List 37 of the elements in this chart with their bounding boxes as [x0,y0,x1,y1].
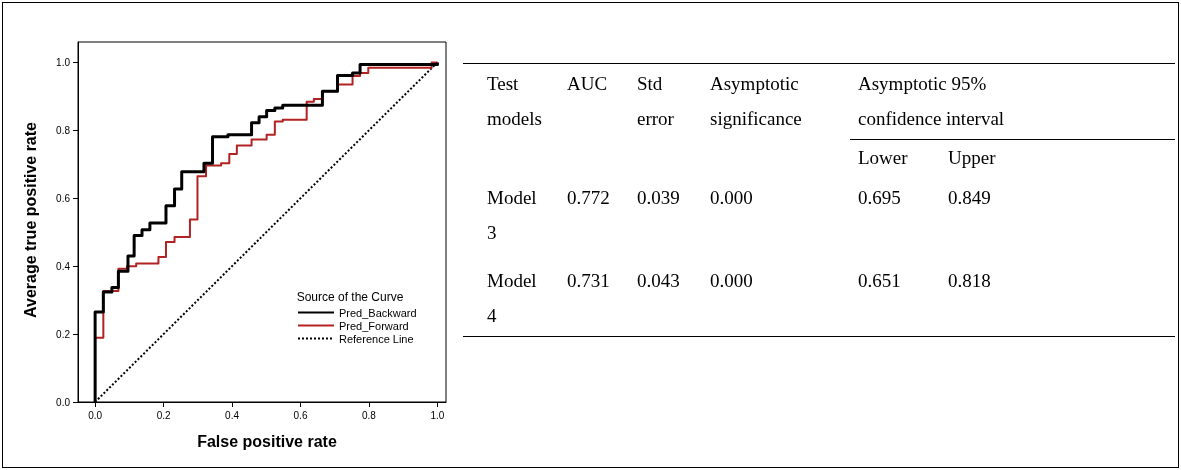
category-label: Lower [858,146,909,170]
category-label: Model 3 [487,187,537,243]
legend-label: Pred_Forward [339,319,409,332]
x-axis-title: False positive rate [197,432,337,450]
legend-label: Pred_Backward [339,306,417,319]
text: 0.000 [710,187,753,208]
text: 0.651 [858,270,901,291]
text: 0.043 [637,270,680,291]
y-tick-label: 0.4 [56,260,71,272]
y-tick-label: 0.0 [56,396,71,408]
text: 0.731 [567,270,610,291]
text: 0.818 [948,270,991,291]
category-label: Std error [637,72,675,131]
text: 0.039 [637,187,680,208]
text: Asymptotic 95% confidence interval [858,72,1006,131]
text: 0.000 [710,270,753,291]
y-tick-label: 0.8 [56,124,71,136]
category-label: Asymptotic significance [710,72,803,131]
category-label: Upper [948,146,997,170]
text: 0.772 [567,187,610,208]
category-label: AUC [567,72,609,96]
y-tick-label: 0.6 [56,192,71,204]
category-label: Test models [487,72,543,131]
x-tick-label: 0.0 [88,409,103,421]
category-label: Model 4 [487,270,537,326]
x-tick-label: 0.4 [225,409,240,421]
legend-label: Reference Line [339,332,414,345]
y-tick-label: 0.2 [56,328,71,340]
x-tick-label: 0.6 [293,409,308,421]
x-tick-label: 0.8 [362,409,377,421]
y-tick-label: 1.0 [56,56,71,68]
text: 0.695 [858,187,901,208]
x-tick-label: 1.0 [430,409,445,421]
y-axis-title: Average true positive rate [21,121,39,318]
text: 0.849 [948,187,991,208]
legend-title: Source of the Curve [296,290,404,304]
x-tick-label: 0.2 [156,409,171,421]
